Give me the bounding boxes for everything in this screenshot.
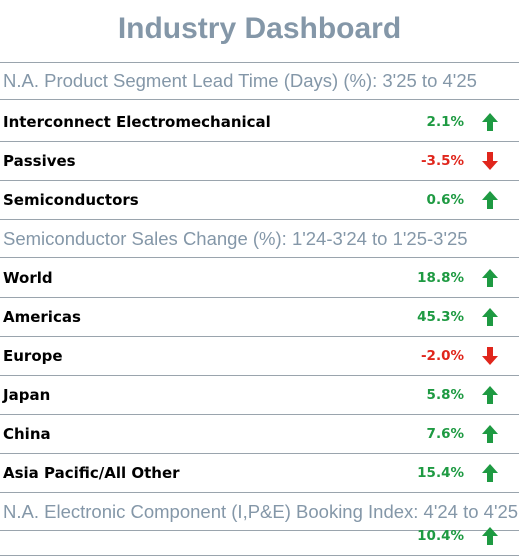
- section-heading-semiconductor-sales: Semiconductor Sales Change (%): 1'24-3'2…: [0, 220, 519, 258]
- row-label: Semiconductors: [3, 191, 139, 209]
- arrow-up-icon: [482, 308, 498, 326]
- arrow-up-icon: [482, 425, 498, 443]
- row-label: World: [3, 269, 53, 287]
- row-label: China: [3, 425, 51, 443]
- table-row: Semiconductors 0.6%: [0, 181, 519, 220]
- section-heading-booking-index: N.A. Electronic Component (I,P&E) Bookin…: [0, 493, 519, 531]
- section-heading-lead-time: N.A. Product Segment Lead Time (Days) (%…: [0, 62, 519, 100]
- arrow-down-icon: [482, 152, 498, 170]
- row-value: 5.8%: [426, 387, 464, 403]
- table-row: Europe -2.0%: [0, 337, 519, 376]
- row-label: Japan: [3, 386, 51, 404]
- row-value: -2.0%: [420, 348, 464, 364]
- arrow-up-icon: [482, 269, 498, 287]
- table-row: Passives -3.5%: [0, 142, 519, 181]
- row-value: 0.6%: [426, 192, 464, 208]
- row-value: 2.1%: [426, 114, 464, 130]
- table-row: 10.4%: [0, 517, 519, 556]
- table-row: Japan 5.8%: [0, 376, 519, 415]
- table-row: Asia Pacific/All Other 15.4%: [0, 454, 519, 493]
- arrow-up-icon: [482, 386, 498, 404]
- row-value: 15.4%: [417, 465, 464, 481]
- row-label: Interconnect Electromechanical: [3, 113, 271, 131]
- row-label: Americas: [3, 308, 81, 326]
- row-label: Passives: [3, 152, 76, 170]
- row-value: 45.3%: [417, 309, 464, 325]
- arrow-up-icon: [482, 191, 498, 209]
- arrow-down-icon: [482, 347, 498, 365]
- table-row: World 18.8%: [0, 259, 519, 298]
- row-value: -3.5%: [420, 153, 464, 169]
- arrow-up-icon: [482, 113, 498, 131]
- row-value: 18.8%: [417, 270, 464, 286]
- row-label: Europe: [3, 347, 63, 365]
- arrow-up-icon: [482, 527, 498, 545]
- table-row: Interconnect Electromechanical 2.1%: [0, 103, 519, 142]
- table-row: China 7.6%: [0, 415, 519, 454]
- table-row: Americas 45.3%: [0, 298, 519, 337]
- dashboard-title: Industry Dashboard: [117, 12, 402, 45]
- row-value: 7.6%: [426, 426, 464, 442]
- arrow-up-icon: [482, 464, 498, 482]
- row-value: 10.4%: [417, 528, 464, 544]
- row-label: Asia Pacific/All Other: [3, 464, 180, 482]
